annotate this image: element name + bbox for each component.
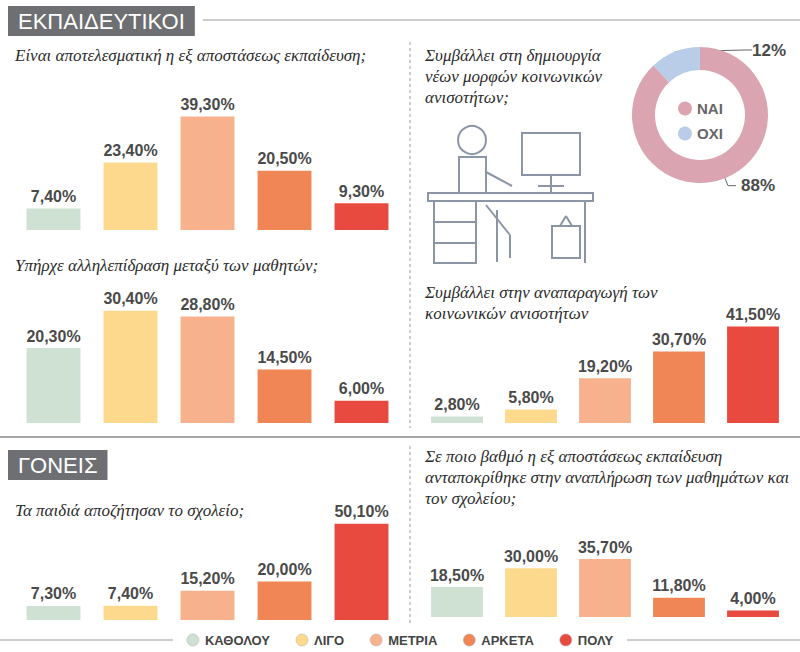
svg-text:14,50%: 14,50% — [257, 349, 311, 366]
svg-text:7,40%: 7,40% — [108, 585, 153, 602]
svg-text:50,10%: 50,10% — [334, 503, 388, 520]
svg-text:ΠΟΛΥ: ΠΟΛΥ — [578, 633, 614, 648]
svg-text:ΛΙΓΟ: ΛΙΓΟ — [314, 633, 344, 648]
svg-text:τον σχολείου;: τον σχολείου; — [425, 489, 516, 508]
svg-text:ΟΧΙ: ΟΧΙ — [697, 125, 723, 142]
svg-text:κοινωνικών ανισοτήτων: κοινωνικών ανισοτήτων — [425, 304, 589, 323]
svg-text:ανταποκρίθηκε στην αναπλήρωση: ανταποκρίθηκε στην αναπλήρωση των μαθημά… — [425, 468, 790, 487]
svg-text:Υπήρχε αλληλεπίδραση μεταξύ τω: Υπήρχε αλληλεπίδραση μεταξύ των μαθητών; — [15, 256, 318, 275]
svg-text:ΑΡΚΕΤΑ: ΑΡΚΕΤΑ — [481, 633, 534, 648]
svg-text:30,00%: 30,00% — [504, 548, 558, 565]
svg-text:9,30%: 9,30% — [339, 183, 384, 200]
svg-text:ΓΟΝΕΙΣ: ΓΟΝΕΙΣ — [18, 453, 98, 478]
svg-text:23,40%: 23,40% — [103, 142, 157, 159]
svg-text:5,80%: 5,80% — [508, 389, 553, 406]
svg-text:Τα παιδιά αποζήτησαν το σχολεί: Τα παιδιά αποζήτησαν το σχολείο; — [15, 501, 244, 520]
svg-text:ΝΑΙ: ΝΑΙ — [697, 100, 723, 117]
svg-text:Σε ποιο βαθμό η εξ αποστάσεως: Σε ποιο βαθμό η εξ αποστάσεως εκπαίδευση — [424, 447, 722, 466]
svg-text:ΕΚΠΑΙΔΕΥΤΙΚΟΙ: ΕΚΠΑΙΔΕΥΤΙΚΟΙ — [18, 9, 185, 34]
svg-text:6,00%: 6,00% — [339, 380, 384, 397]
svg-text:30,40%: 30,40% — [103, 290, 157, 307]
svg-text:11,80%: 11,80% — [652, 577, 705, 594]
svg-text:ΚΑΘΟΛΟΥ: ΚΑΘΟΛΟΥ — [205, 633, 270, 648]
svg-text:20,00%: 20,00% — [257, 561, 311, 578]
svg-text:2,80%: 2,80% — [434, 396, 479, 413]
svg-text:20,30%: 20,30% — [26, 328, 80, 345]
svg-text:88%: 88% — [741, 176, 775, 195]
svg-text:15,20%: 15,20% — [180, 570, 234, 587]
svg-text:7,30%: 7,30% — [31, 585, 76, 602]
svg-text:4,00%: 4,00% — [730, 590, 775, 607]
svg-text:19,20%: 19,20% — [578, 358, 632, 375]
svg-text:35,70%: 35,70% — [578, 539, 632, 556]
svg-text:ανισοτήτων;: ανισοτήτων; — [425, 88, 509, 107]
svg-text:Συμβάλλει στη δημιουργία: Συμβάλλει στη δημιουργία — [424, 46, 602, 65]
svg-text:12%: 12% — [752, 41, 786, 60]
svg-text:7,40%: 7,40% — [31, 188, 76, 205]
svg-text:41,50%: 41,50% — [726, 306, 780, 323]
svg-text:39,30%: 39,30% — [180, 96, 234, 113]
svg-text:28,80%: 28,80% — [180, 296, 234, 313]
svg-text:20,50%: 20,50% — [257, 150, 311, 167]
svg-text:18,50%: 18,50% — [430, 567, 484, 584]
svg-text:Συμβάλλει στην αναπαραγωγή των: Συμβάλλει στην αναπαραγωγή των — [424, 283, 658, 302]
svg-text:νέων μορφών κοινωνικών: νέων μορφών κοινωνικών — [425, 67, 603, 86]
svg-text:ΜΕΤΡΙΑ: ΜΕΤΡΙΑ — [388, 633, 438, 648]
svg-text:30,70%: 30,70% — [652, 331, 706, 348]
svg-text:Είναι αποτελεσματική η εξ αποσ: Είναι αποτελεσματική η εξ αποστάσεως εκπ… — [14, 46, 366, 65]
